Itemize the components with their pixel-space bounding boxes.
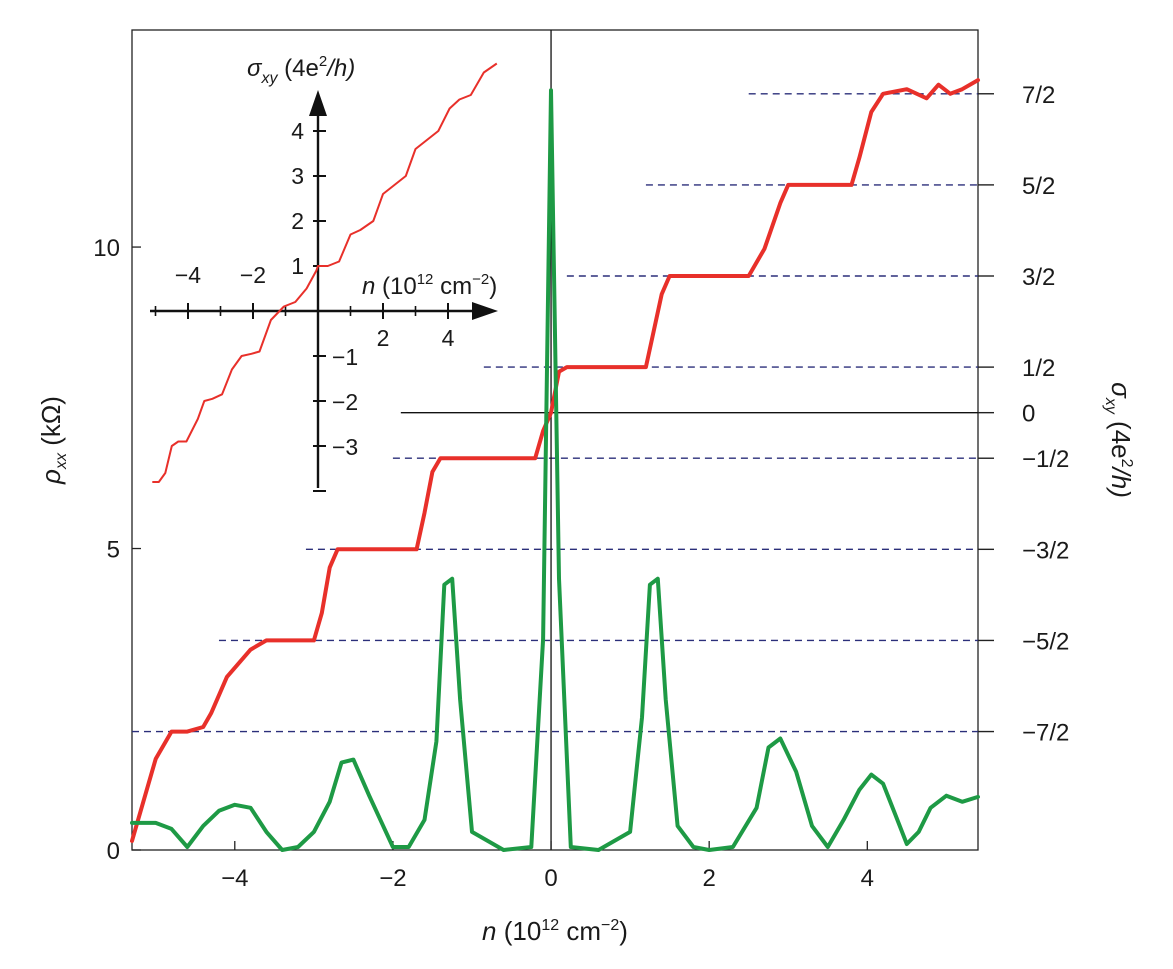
y-right-title-unit: (4e [1106, 414, 1136, 459]
inset-y-tick-label-pos-0: 1 [291, 253, 304, 279]
inset-x-title: n (1012 cm−2) [362, 271, 497, 300]
inset-title-close: /h) [325, 55, 355, 82]
inset-series-inset_sigma_xy [152, 62, 498, 483]
inset-y-arrow [309, 90, 327, 116]
inset-y-title: σxy (4e2/h) [247, 53, 355, 87]
x-axis-title-unit-b: cm [559, 916, 601, 946]
inset-title-var: σ [247, 55, 263, 82]
x-axis-title-exp-a: 12 [541, 917, 559, 934]
x-axis-title-exp-b: −2 [601, 917, 619, 934]
inset-x-arrow [472, 302, 498, 320]
y-left-tick-label-1: 5 [107, 537, 120, 564]
inset-title-sub: xy [260, 70, 278, 87]
inset-y-tick-label-pos-3: 4 [291, 118, 304, 144]
inset-xtitle-var: n [362, 273, 375, 300]
y-right-tick-label-2: 3/2 [1022, 264, 1055, 291]
y-right-title-exp: 2 [1118, 459, 1135, 468]
plot-frame [131, 29, 979, 851]
inset-x-tick-label-pos-1: 4 [442, 325, 455, 351]
inset-xtitle-unit-a: (10 [375, 273, 416, 300]
inset-xtitle-close: ) [489, 273, 497, 300]
y-left-title-unit: (kΩ) [36, 396, 66, 453]
x-axis-title: n (1012 cm−2) [482, 916, 628, 946]
inset-x-tick-label-neg-0: −4 [175, 262, 201, 288]
x-tick-label-3: 2 [702, 865, 715, 892]
y-left-title-var: ρ [36, 469, 66, 485]
inset-y-tick-label-neg-2: −3 [332, 434, 358, 460]
y-right-tick-label-6: −3/2 [1022, 537, 1069, 564]
y-right-title-var: σ [1106, 382, 1136, 399]
y-left-tick-label-2: 10 [93, 235, 120, 262]
y-right-tick-label-7: −5/2 [1022, 628, 1069, 655]
y-left-title-sub: xx [53, 452, 70, 470]
y-right-title-close: /h) [1106, 466, 1136, 498]
inset-y-tick-label-neg-1: −2 [332, 389, 358, 415]
x-tick-label-0: −4 [221, 865, 248, 892]
x-tick-label-2: 0 [544, 865, 557, 892]
y-right-tick-label-5: −1/2 [1022, 446, 1069, 473]
y-right-tick-label-8: −7/2 [1022, 720, 1069, 747]
series-rho_xx [130, 88, 980, 852]
inset-x-tick-label-neg-1: −2 [240, 262, 266, 288]
inset-xtitle-exp-a: 12 [417, 271, 434, 288]
inset-xtitle-unit-b: cm [433, 273, 472, 300]
x-axis-title-close: ) [619, 916, 628, 946]
x-tick-label-1: −2 [379, 865, 406, 892]
y-right-title-sub: xy [1102, 397, 1119, 415]
inset-y-tick-label-pos-2: 3 [291, 163, 304, 189]
series-sigma_xy [130, 78, 980, 843]
y-right-tick-label-1: 5/2 [1022, 173, 1055, 200]
y-left-tick-label-0: 0 [107, 838, 120, 865]
inset-title-unit: (4e [277, 55, 318, 82]
inset-title-exp: 2 [319, 53, 327, 70]
inset-y-tick-label-neg-0: −1 [332, 344, 358, 370]
y-axis-right-title: σxy (4e2/h) [1102, 382, 1136, 498]
y-right-tick-label-0: 7/2 [1022, 82, 1055, 109]
y-right-tick-label-4: 0 [1022, 401, 1035, 428]
data-series [130, 78, 980, 852]
y-right-tick-label-3: 1/2 [1022, 355, 1055, 382]
inset-y-tick-label-pos-1: 2 [291, 208, 304, 234]
inset-x-tick-label-pos-0: 2 [377, 325, 390, 351]
inset-xtitle-exp-b: −2 [472, 271, 489, 288]
y-axis-left-title: ρxx (kΩ) [36, 396, 70, 485]
axes: −4 −2 0 2 4 0 5 10 7/2 5/2 3/2 1/2 0 −1/2 −3/2 −5/2 −7/2 [93, 82, 1069, 892]
x-tick-label-4: 4 [861, 865, 874, 892]
x-axis-title-var: n [482, 916, 496, 946]
x-axis-title-unit-a: (10 [497, 916, 542, 946]
